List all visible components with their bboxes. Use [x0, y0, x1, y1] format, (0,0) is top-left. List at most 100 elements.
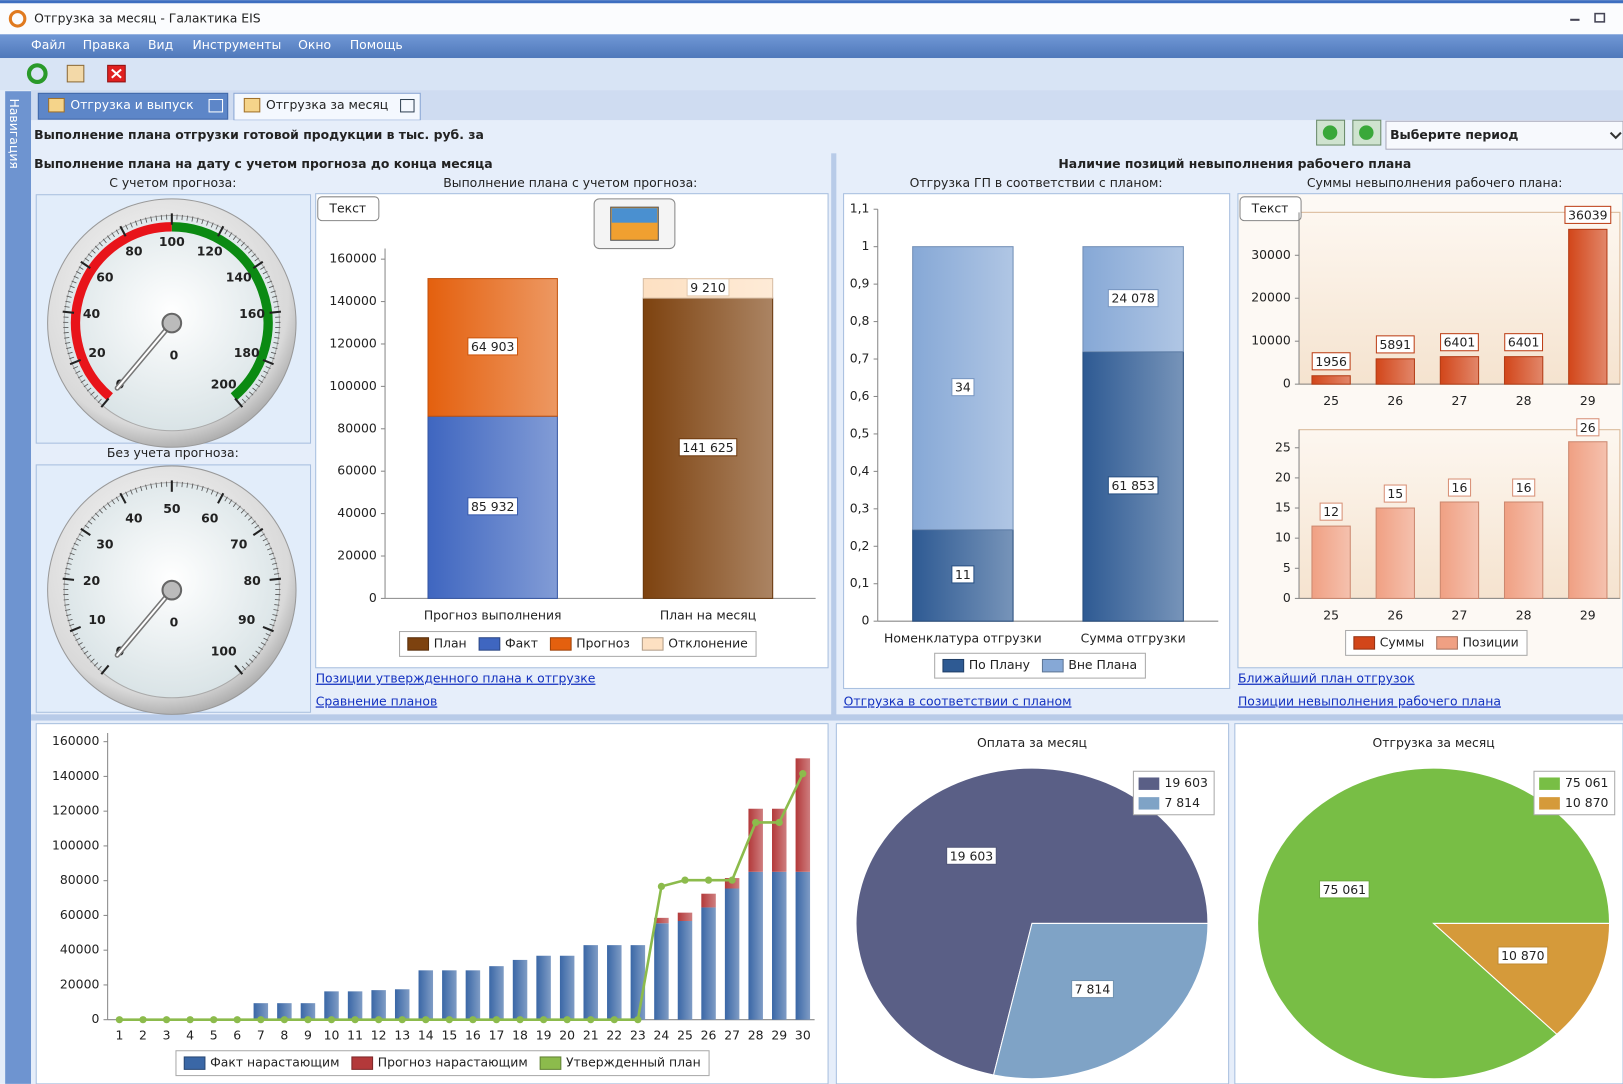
y-tick-label: 120000: [52, 803, 99, 818]
y-tick-label: 10000: [1251, 333, 1291, 348]
x-tick-label: 26: [1387, 393, 1403, 408]
line-marker: [587, 1016, 594, 1023]
legend: По ПлануВне Плана: [935, 653, 1146, 678]
line-marker: [658, 883, 665, 890]
link[interactable]: Ближайший план отгрузок: [1238, 671, 1415, 686]
data-label: 7 814: [1075, 982, 1111, 997]
menu-item[interactable]: Помощь: [350, 37, 403, 52]
bar: [1504, 357, 1542, 384]
y-tick-label: 100000: [329, 378, 376, 393]
y-tick-label: 1: [862, 238, 870, 253]
gauge-tick-label: 80: [125, 243, 143, 258]
legend: ПланФактПрогнозОтклонение: [400, 632, 757, 657]
bar: [654, 923, 668, 1019]
y-tick-label: 140000: [52, 768, 99, 783]
line-marker: [304, 1016, 311, 1023]
y-tick-label: 0: [1283, 376, 1291, 391]
gauge-tick-label: 20: [83, 573, 101, 588]
settings-button[interactable]: [67, 65, 84, 82]
y-tick-label: 160000: [329, 251, 376, 266]
legend-label: Прогноз нарастающим: [378, 1055, 528, 1070]
y-tick-label: 10: [1275, 530, 1291, 545]
x-tick-label: 20: [559, 1028, 575, 1043]
tab-label[interactable]: Отгрузка за месяц: [266, 97, 388, 112]
legend-label: Отклонение: [668, 635, 748, 650]
link[interactable]: Позиции утвержденного плана к отгрузке: [316, 671, 596, 686]
toolbar: [0, 58, 1623, 90]
line-marker: [634, 1016, 641, 1023]
horizontal-splitter[interactable]: [31, 714, 1623, 720]
bar: [725, 888, 739, 1019]
y-tick-label: 120000: [329, 335, 376, 350]
link[interactable]: Позиции невыполнения рабочего плана: [1238, 693, 1501, 708]
chart-image-sky: [612, 208, 658, 222]
period-dropdown-label[interactable]: Выберите период: [1390, 127, 1518, 142]
tab-label[interactable]: Отгрузка и выпуск: [70, 97, 194, 112]
y-tick-label: 60000: [337, 463, 377, 478]
data-label: 36039: [1568, 207, 1608, 222]
data-label: 61 853: [1111, 478, 1154, 493]
data-label: 75 061: [1323, 882, 1366, 897]
y-tick-label: 20000: [337, 548, 377, 563]
gauge-tick-label: 50: [163, 501, 181, 516]
y-tick-label: 0,8: [850, 313, 870, 328]
menu-item[interactable]: Вид: [148, 37, 173, 52]
x-tick-label: 6: [233, 1028, 241, 1043]
legend-swatch: [1539, 797, 1560, 809]
gauge-tick-label: 160: [239, 306, 265, 321]
tab-icon: [49, 98, 65, 111]
x-tick-label: 19: [536, 1028, 552, 1043]
bar: [1376, 508, 1414, 598]
chart-subtitle: С учетом прогноза:: [109, 175, 236, 190]
x-tick-label: 15: [441, 1028, 457, 1043]
chart-title: Отгрузка за месяц: [1372, 735, 1494, 750]
link[interactable]: Отгрузка в соответствии с планом: [844, 693, 1072, 708]
menu-item[interactable]: Инструменты: [193, 37, 282, 52]
line-marker: [187, 1016, 194, 1023]
section-title: Выполнение плана на дату с учетом прогно…: [34, 156, 492, 171]
gauge-readout: 0: [170, 348, 179, 363]
text-button-label[interactable]: Текст: [1251, 201, 1289, 216]
bar: [678, 921, 692, 1020]
data-label: 16: [1452, 480, 1468, 495]
menu-item[interactable]: Файл: [31, 37, 65, 52]
x-tick-label: Номенклатура отгрузки: [884, 630, 1042, 645]
data-label: 6401: [1444, 335, 1476, 350]
y-tick-label: 140000: [329, 293, 376, 308]
vertical-splitter[interactable]: [831, 153, 836, 715]
link[interactable]: Сравнение планов: [316, 693, 438, 708]
y-tick-label: 0,3: [850, 500, 870, 515]
gauge-readout: 0: [170, 615, 179, 630]
line-marker: [281, 1016, 288, 1023]
line-marker: [163, 1016, 170, 1023]
legend-swatch: [1042, 659, 1063, 671]
data-label: 5891: [1379, 337, 1411, 352]
menu-item[interactable]: Правка: [83, 37, 130, 52]
bar: [748, 872, 762, 1020]
text-button-label[interactable]: Текст: [328, 201, 366, 216]
x-tick-label: 18: [512, 1028, 528, 1043]
bar: [1569, 229, 1607, 384]
tab-icon: [244, 98, 260, 111]
bar: [442, 970, 456, 1019]
gauge-tick-label: 100: [211, 643, 237, 658]
x-tick-label: 27: [1452, 608, 1468, 623]
x-tick-label: 24: [654, 1028, 670, 1043]
line-marker: [729, 877, 736, 884]
navigation-label[interactable]: Навигация: [7, 98, 22, 168]
navigation-strip: [5, 91, 31, 1084]
bar: [536, 956, 550, 1020]
menu-item[interactable]: Окно: [298, 37, 331, 52]
data-label: 19 603: [950, 848, 993, 863]
y-tick-label: 0,4: [850, 463, 870, 478]
bar: [607, 945, 621, 1020]
x-tick-label: 25: [677, 1028, 693, 1043]
x-tick-label: Прогноз выполнения: [424, 608, 562, 623]
legend-swatch: [943, 659, 964, 671]
gauge-hub: [163, 581, 182, 600]
data-label: 10 870: [1501, 948, 1545, 963]
chart-subtitle: Отгрузка ГП в соответствии с планом:: [910, 175, 1163, 190]
data-label: 24 078: [1111, 291, 1155, 306]
x-tick-label: 22: [606, 1028, 622, 1043]
legend-swatch: [479, 638, 500, 650]
